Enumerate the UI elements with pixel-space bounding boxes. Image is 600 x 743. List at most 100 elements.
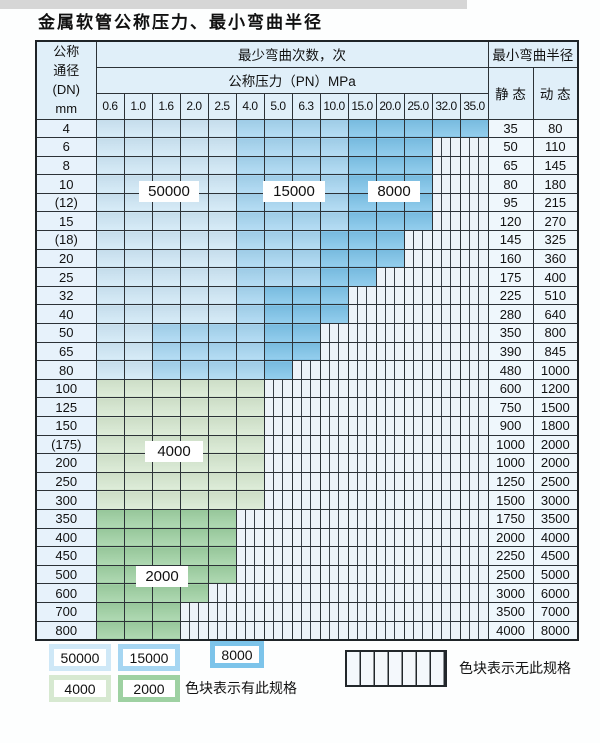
grid-cell	[375, 360, 405, 380]
grid-cell	[347, 155, 377, 176]
grid-cell	[179, 155, 209, 176]
table-row: 800 4000 8000	[35, 620, 579, 641]
grid-cell	[95, 267, 125, 287]
grid-cell	[403, 323, 433, 343]
grid-cell	[431, 620, 461, 641]
grid-cell	[207, 137, 237, 157]
legend-chip-2000-label: 2000	[123, 680, 175, 697]
grid-cell	[347, 620, 377, 641]
grid-cell	[403, 471, 433, 492]
grid-cell	[95, 230, 125, 250]
grid-cell	[431, 397, 461, 417]
grid-cell	[403, 137, 433, 157]
grid-cell	[123, 137, 153, 157]
grid-cell	[235, 248, 265, 269]
grid-cell	[459, 416, 489, 436]
region-label-2000: 2000	[136, 566, 188, 587]
grid-cell	[319, 434, 349, 455]
grid-cell	[207, 267, 237, 287]
header-dn-line: (DN)	[52, 82, 80, 98]
grid-cell	[319, 230, 349, 250]
dn-label: 25	[35, 267, 97, 287]
grid-cell	[207, 230, 237, 250]
table-row: 400 2000 4000	[35, 527, 579, 548]
grid-cell	[235, 620, 265, 641]
legend-chip-15000: 15000	[118, 644, 180, 671]
pressure-tick: 2.5	[207, 92, 237, 120]
table-row: 200 1000 2000	[35, 453, 579, 473]
grid-cell	[123, 304, 153, 325]
grid-cell	[123, 583, 153, 603]
grid-cell	[95, 453, 125, 473]
grid-cell	[179, 546, 209, 566]
grid-cell	[403, 360, 433, 380]
grid-cell	[207, 174, 237, 194]
grid-cell	[431, 248, 461, 269]
dn-label: 350	[35, 508, 97, 529]
header-row-2: 公称压力（PN）MPa 静 态动 态	[36, 66, 579, 120]
grid-cell	[459, 546, 489, 566]
grid-cell	[347, 546, 377, 566]
grid-cell	[235, 546, 265, 566]
dn-label: 32	[35, 285, 97, 306]
grid-cell	[95, 360, 125, 380]
grid-cell	[95, 341, 125, 362]
dynamic-value: 4000	[532, 527, 579, 548]
grid-cell	[347, 471, 377, 492]
legend-chip-2000: 2000	[118, 675, 180, 702]
grid-cell	[403, 397, 433, 417]
grid-cell	[403, 155, 433, 176]
grid-cell	[403, 211, 433, 232]
dn-label: 600	[35, 583, 97, 603]
grid-cell	[207, 434, 237, 455]
grid-cell	[375, 490, 405, 510]
grid-cell	[375, 230, 405, 250]
grid-cell	[459, 341, 489, 362]
table-header: 公称 通径 (DN) mm 最少弯曲次数，次 最小弯曲半径 公称压力（PN）MPa 静 态动 …	[35, 40, 579, 120]
grid-cell	[347, 397, 377, 417]
grid-cell	[179, 248, 209, 269]
grid-cell	[179, 304, 209, 325]
grid-cell	[459, 471, 489, 492]
grid-cell	[291, 583, 321, 603]
table-row: 600 3000 6000	[35, 583, 579, 603]
grid-cell	[179, 137, 209, 157]
grid-cell	[151, 230, 181, 250]
grid-cell	[319, 155, 349, 176]
grid-cell	[347, 230, 377, 250]
grid-cell	[207, 453, 237, 473]
table-row: 350 1750 3500	[35, 508, 579, 529]
grid-cell	[207, 118, 237, 139]
grid-cell	[347, 564, 377, 585]
grid-cell	[403, 230, 433, 250]
grid-cell	[207, 192, 237, 213]
grid-cell	[431, 304, 461, 325]
grid-cell	[375, 508, 405, 529]
grid-cell	[319, 137, 349, 157]
grid-cell	[95, 248, 125, 269]
dynamic-value: 1500	[532, 397, 579, 417]
grid-cell	[207, 620, 237, 641]
dn-label: 125	[35, 397, 97, 417]
grid-cell	[263, 490, 293, 510]
grid-cell	[95, 155, 125, 176]
grid-cell	[151, 378, 181, 399]
dn-label: (12)	[35, 192, 97, 213]
grid-cell	[375, 211, 405, 232]
grid-cell	[459, 397, 489, 417]
dn-label: 80	[35, 360, 97, 380]
grid-cell	[403, 285, 433, 306]
dynamic-value: 8000	[532, 620, 579, 641]
grid-cell	[291, 546, 321, 566]
grid-cell	[263, 137, 293, 157]
grid-cell	[375, 527, 405, 548]
grid-cell	[95, 601, 125, 622]
grid-cell	[459, 174, 489, 194]
grid-cell	[179, 397, 209, 417]
table-row: 250 1250 2500	[35, 471, 579, 492]
grid-cell	[431, 323, 461, 343]
grid-cell	[347, 341, 377, 362]
dynamic-value: 145	[532, 155, 579, 176]
grid-cell	[263, 304, 293, 325]
dynamic-value: 80	[532, 118, 579, 139]
